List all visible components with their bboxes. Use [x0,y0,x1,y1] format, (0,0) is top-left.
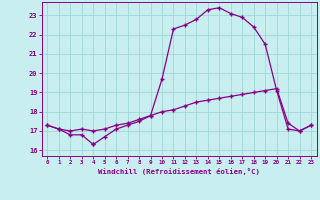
X-axis label: Windchill (Refroidissement éolien,°C): Windchill (Refroidissement éolien,°C) [98,168,260,175]
